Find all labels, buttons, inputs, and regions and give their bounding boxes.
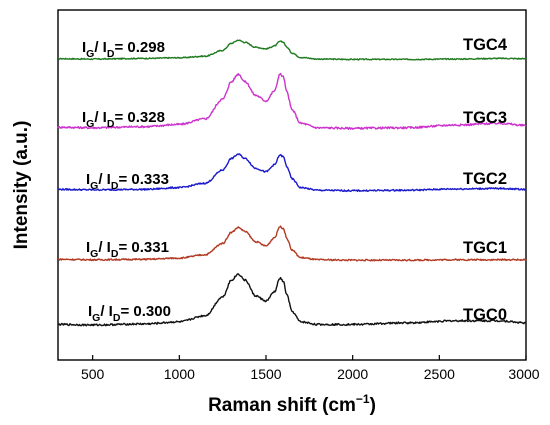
- series-label-tgc1: TGC1: [463, 239, 507, 257]
- series-line-tgc1: [57, 225, 527, 262]
- y-axis-title: Intensity (a.u.): [11, 121, 32, 250]
- series-label-tgc3: TGC3: [463, 109, 507, 127]
- series-label-tgc2: TGC2: [463, 170, 507, 188]
- series-label-tgc0: TGC0: [463, 306, 507, 324]
- x-axis-title-main: Raman shift (cm: [208, 395, 356, 416]
- ratio-part: / I: [94, 39, 107, 56]
- x-axis-title-sup: −1: [356, 392, 370, 406]
- ratio-part: D: [111, 248, 119, 260]
- series-line-tgc0: [57, 273, 527, 327]
- ratio-part: I: [82, 109, 86, 126]
- ratio-part: I: [82, 39, 86, 56]
- ratio-part: = 0.331: [118, 239, 168, 256]
- ratio-part: I: [88, 303, 92, 320]
- ratio-part: = 0.300: [120, 303, 170, 320]
- ratio-label-tgc1: IG/ ID= 0.331: [86, 239, 169, 260]
- plot-frame: [57, 9, 527, 361]
- ratio-part: G: [92, 312, 100, 324]
- ratio-part: G: [86, 118, 94, 130]
- x-tick-label: 2000: [337, 366, 368, 382]
- ratio-part: G: [86, 48, 94, 60]
- ratio-part: D: [107, 48, 115, 60]
- ratio-label-tgc4: IG/ ID= 0.298: [82, 39, 165, 60]
- ratio-part: / I: [94, 109, 107, 126]
- x-axis-ticks: 500 1000 1500 2000 2500 3000: [81, 355, 540, 382]
- ratio-part: I: [86, 239, 90, 256]
- ratio-label-tgc2: IG/ ID= 0.333: [86, 171, 169, 192]
- ratio-part: = 0.328: [114, 109, 164, 126]
- ratio-label-tgc0: IG/ ID= 0.300: [88, 303, 171, 324]
- ratio-part: I: [86, 171, 90, 188]
- series-line-tgc3: [57, 72, 527, 130]
- ratio-part: D: [113, 312, 121, 324]
- ratio-part: / I: [98, 239, 111, 256]
- ratio-part: D: [111, 180, 119, 192]
- spectra-curves: [57, 39, 527, 327]
- series-line-tgc4: [58, 39, 527, 61]
- x-tick-label: 500: [81, 366, 105, 382]
- x-tick-label: 1500: [250, 366, 281, 382]
- x-tick-label: 2500: [424, 366, 455, 382]
- series-line-tgc2: [57, 153, 527, 193]
- x-tick-label: 1000: [164, 366, 195, 382]
- ratio-part: G: [90, 248, 98, 260]
- x-tick-label: 3000: [508, 366, 539, 382]
- ratio-part: / I: [100, 303, 113, 320]
- ratio-part: = 0.298: [114, 39, 164, 56]
- ratio-part: / I: [98, 171, 111, 188]
- ratio-part: G: [90, 180, 98, 192]
- x-axis-title: Raman shift (cm−1): [208, 392, 376, 416]
- ratio-label-tgc3: IG/ ID= 0.328: [82, 109, 165, 130]
- x-axis-title-close: ): [370, 395, 376, 416]
- series-label-tgc4: TGC4: [463, 36, 508, 54]
- ratio-part: D: [107, 118, 115, 130]
- ratio-part: = 0.333: [118, 171, 168, 188]
